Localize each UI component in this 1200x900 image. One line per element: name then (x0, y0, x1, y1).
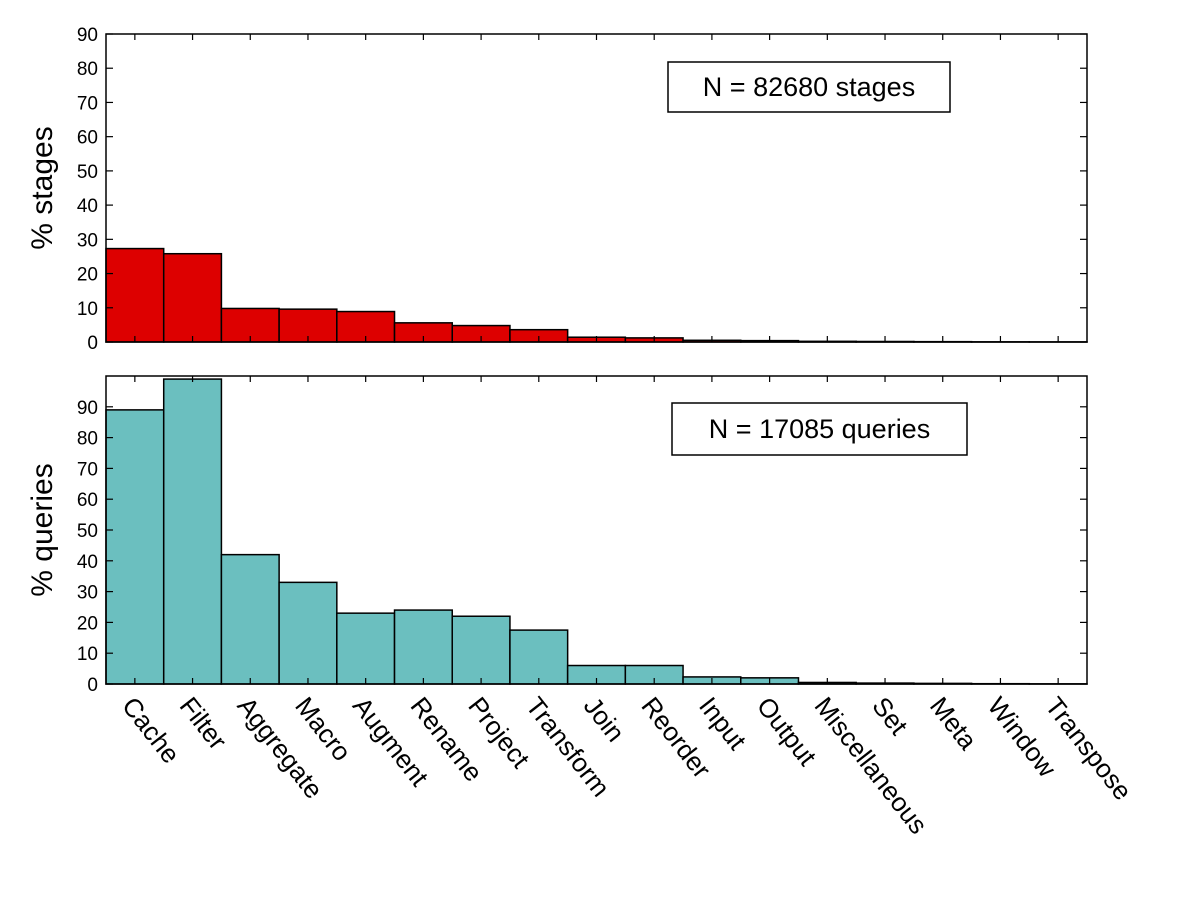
bar-transform (509, 629, 569, 685)
bar-rename (393, 609, 453, 685)
y-tick-label: 30 (77, 583, 98, 604)
annotation-text: N = 82680 stages (703, 72, 915, 102)
y-tick-label: 40 (77, 552, 98, 573)
y-tick-label: 20 (77, 265, 98, 286)
y-tick-label: 60 (77, 490, 98, 511)
annotation-text: N = 17085 queries (709, 414, 930, 444)
y-tick-label: 90 (77, 398, 98, 419)
annotation-box (671, 402, 968, 456)
queries-panel: 0 10 20 30 40 50 60 70 80 90 % queries N = 17085 qu… (26, 375, 1088, 696)
stages-panel: 0 10 20 30 40 50 60 70 80 90 % stages N = 82680 sta… (26, 25, 1088, 354)
annotation-box (667, 61, 951, 113)
y-tick-label: 10 (77, 299, 98, 320)
y-tick-label: 40 (77, 196, 98, 217)
y-tick-label: 50 (77, 162, 98, 183)
x-tick-label-cache: Cache (116, 691, 186, 769)
y-tick-label: 0 (87, 333, 98, 354)
x-tick-label-transpose: Transpose (1039, 691, 1138, 806)
y-tick-label: 70 (77, 459, 98, 480)
bar-filter (162, 378, 223, 685)
y-tick-label: 20 (77, 613, 98, 634)
bar-filter (162, 252, 223, 343)
x-tick-label-output: Output (751, 691, 823, 772)
y-tick-label: 90 (77, 25, 98, 46)
bar-cache (105, 247, 165, 343)
bar-cache (105, 409, 165, 685)
bar-project (451, 615, 511, 685)
y-tick-label: 80 (77, 429, 98, 450)
y-axis-label: % queries (26, 463, 59, 596)
x-tick-label-join: Join (578, 691, 631, 747)
y-tick-label: 70 (77, 93, 98, 114)
bar-macro (278, 581, 338, 685)
y-tick-label: 60 (77, 128, 98, 149)
y-tick-label: 0 (87, 675, 98, 696)
category-labels: CacheFilterAggregateMacroAugmentRenamePr… (116, 691, 1138, 839)
y-tick-label: 10 (77, 644, 98, 665)
y-tick-label: 80 (77, 59, 98, 80)
bar-augment (336, 612, 396, 685)
x-tick-label-meta: Meta (924, 691, 984, 755)
bar-aggregate (220, 553, 280, 685)
x-tick-label-set: Set (866, 691, 914, 741)
y-tick-label: 50 (77, 521, 98, 542)
y-axis-label: % stages (26, 126, 59, 249)
y-tick-label: 30 (77, 230, 98, 251)
